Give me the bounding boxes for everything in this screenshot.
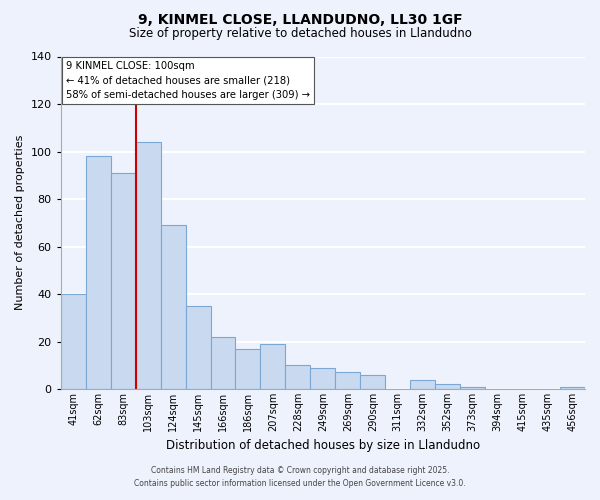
Bar [410, 380, 435, 389]
Bar [136, 142, 161, 389]
Text: 9, KINMEL CLOSE, LLANDUDNO, LL30 1GF: 9, KINMEL CLOSE, LLANDUDNO, LL30 1GF [137, 12, 463, 26]
Bar [361, 375, 385, 389]
Bar [211, 337, 235, 389]
Text: Size of property relative to detached houses in Llandudno: Size of property relative to detached ho… [128, 28, 472, 40]
Bar [460, 386, 485, 389]
Bar [560, 386, 585, 389]
X-axis label: Distribution of detached houses by size in Llandudno: Distribution of detached houses by size … [166, 440, 480, 452]
Bar [435, 384, 460, 389]
Bar [286, 366, 310, 389]
Bar [61, 294, 86, 389]
Bar [161, 225, 185, 389]
Bar [260, 344, 286, 389]
Y-axis label: Number of detached properties: Number of detached properties [15, 135, 25, 310]
Bar [86, 156, 110, 389]
Bar [110, 173, 136, 389]
Text: Contains HM Land Registry data © Crown copyright and database right 2025.
Contai: Contains HM Land Registry data © Crown c… [134, 466, 466, 487]
Text: 9 KINMEL CLOSE: 100sqm
← 41% of detached houses are smaller (218)
58% of semi-de: 9 KINMEL CLOSE: 100sqm ← 41% of detached… [66, 62, 310, 100]
Bar [310, 368, 335, 389]
Bar [235, 348, 260, 389]
Bar [335, 372, 361, 389]
Bar [185, 306, 211, 389]
